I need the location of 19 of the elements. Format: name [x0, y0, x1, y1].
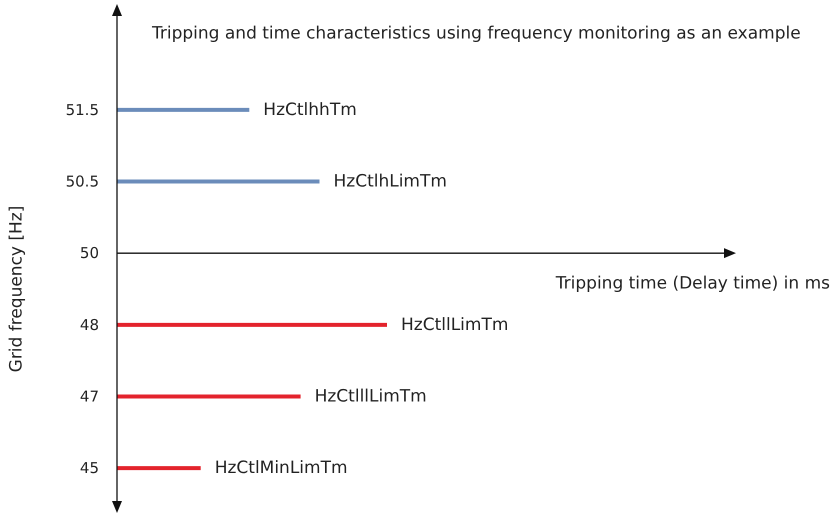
text: Tripping time (Delay time) in ms: [554, 274, 830, 294]
bar: [117, 108, 250, 112]
bar: [117, 466, 201, 470]
annotation: HzCtlhhTm: [263, 100, 357, 120]
y-tick-label: 45: [80, 459, 99, 478]
y-tick-label: 50.5: [66, 172, 99, 190]
bar: [117, 322, 387, 327]
text: Tripping and time characteristics using frequency monitoring as an example: [151, 24, 801, 44]
y-axis-title: Grid frequency [Hz]: [6, 206, 26, 372]
y-tick-label: 47: [80, 388, 99, 406]
y-tick-label: 51.5: [66, 100, 99, 119]
annotation: HzCtlllLimTm: [314, 386, 427, 406]
annotation: HzCtlMinLimTm: [214, 458, 348, 478]
y-tick-label: 48: [80, 316, 99, 334]
annotation: HzCtllLimTm: [401, 314, 508, 335]
bar: [117, 180, 320, 184]
bar: [117, 394, 301, 398]
y-tick-label: 50: [80, 244, 99, 262]
annotation: HzCtlhLimTm: [334, 172, 447, 192]
